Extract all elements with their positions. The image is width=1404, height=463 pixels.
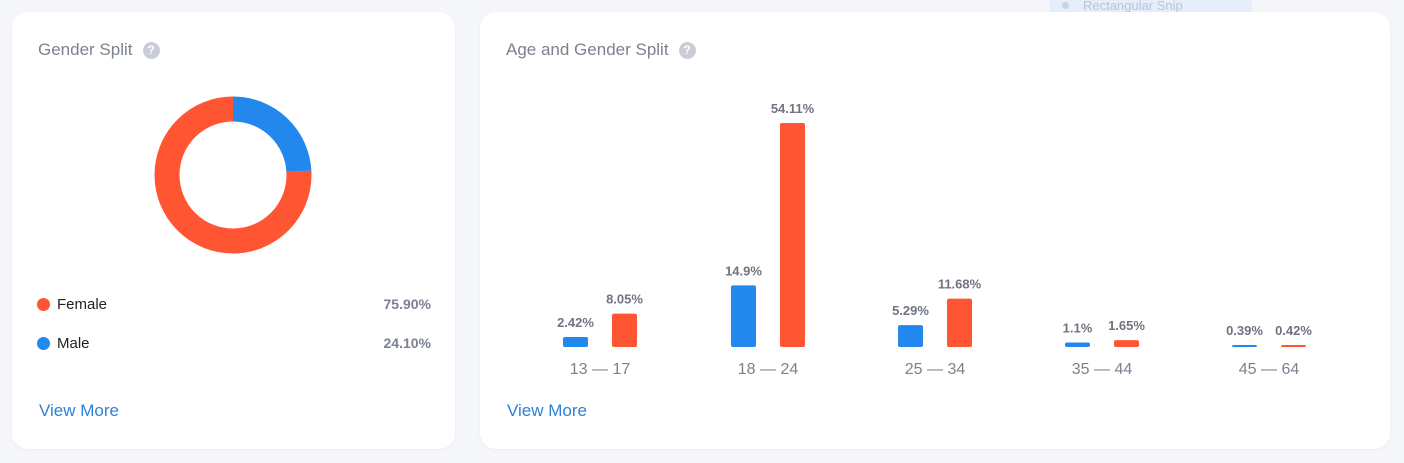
gender-donut-chart xyxy=(154,96,312,254)
bar-red-3[interactable] xyxy=(1114,340,1139,347)
age-gender-split-title: Age and Gender Split ? xyxy=(506,40,696,60)
category-label-1: 18 — 24 xyxy=(738,361,799,378)
gender-view-more-link[interactable]: View More xyxy=(39,401,119,420)
help-icon[interactable]: ? xyxy=(142,41,160,59)
category-label-3: 35 — 44 xyxy=(1072,361,1133,378)
donut-slice-female[interactable] xyxy=(154,96,312,254)
bar-red-0[interactable] xyxy=(612,313,637,347)
legend-row-male: Male 24.10% xyxy=(37,332,431,354)
age-gender-split-card: Age and Gender Split ? 2.42% 8.05% 13 — 17… xyxy=(480,12,1390,449)
category-label-2: 25 — 34 xyxy=(905,361,966,378)
bar-label-blue-2: 5.29% xyxy=(892,303,929,318)
legend-row-female: Female 75.90% xyxy=(37,293,431,315)
age-view-more-link[interactable]: View More xyxy=(507,401,587,420)
bar-label-red-3: 1.65% xyxy=(1108,318,1145,333)
bar-label-red-2: 11.68% xyxy=(938,277,982,292)
gender-split-card: Gender Split ? Female 75.90% Male 24.10%… xyxy=(12,12,455,449)
bar-blue-2[interactable] xyxy=(898,325,923,347)
gender-split-title: Gender Split ? xyxy=(38,40,160,60)
bar-blue-1[interactable] xyxy=(731,285,756,347)
bar-blue-4[interactable] xyxy=(1232,345,1257,347)
category-label-4: 45 — 64 xyxy=(1239,361,1300,378)
bar-label-blue-0: 2.42% xyxy=(557,315,594,330)
male-dot-icon xyxy=(37,336,50,350)
category-label-0: 13 — 17 xyxy=(570,361,631,378)
bar-red-1[interactable] xyxy=(780,123,805,347)
help-icon[interactable]: ? xyxy=(678,41,696,59)
legend-label-male: Male xyxy=(57,334,90,352)
background-snip-label: Rectangular Snip xyxy=(1050,0,1252,14)
age-gender-split-title-text: Age and Gender Split xyxy=(506,40,669,59)
bar-label-red-4: 0.42% xyxy=(1275,323,1312,338)
female-dot-icon xyxy=(37,297,50,311)
legend-label-female: Female xyxy=(57,295,108,313)
bar-blue-0[interactable] xyxy=(563,336,588,347)
legend-value-female: 75.90% xyxy=(383,296,431,312)
bar-label-blue-4: 0.39% xyxy=(1226,323,1263,338)
bar-label-red-0: 8.05% xyxy=(606,292,643,307)
age-gender-bar-chart: 2.42% 8.05% 13 — 17 14.9% 54.11% 18 — 24 5.29%… xyxy=(557,101,1312,378)
bar-red-4[interactable] xyxy=(1281,345,1306,347)
gender-split-title-text: Gender Split xyxy=(38,40,133,59)
legend-value-male: 24.10% xyxy=(383,335,431,351)
bar-label-red-1: 54.11% xyxy=(771,101,815,116)
bar-blue-3[interactable] xyxy=(1065,342,1090,347)
bar-label-blue-1: 14.9% xyxy=(725,263,762,278)
bar-label-blue-3: 1.1% xyxy=(1063,320,1093,335)
bar-red-2[interactable] xyxy=(947,298,972,347)
